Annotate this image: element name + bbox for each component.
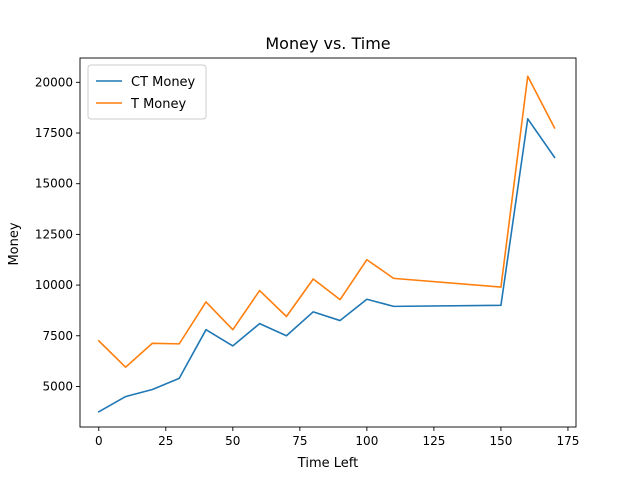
legend-label-t-money: T Money [130, 97, 186, 112]
x-tick-label: 150 [489, 434, 512, 448]
legend: CT Money T Money [87, 64, 207, 120]
y-tick-label: 17500 [35, 126, 73, 140]
y-tick-label: 10000 [35, 278, 73, 292]
legend-label-ct-money: CT Money [131, 75, 196, 90]
x-tick-label: 100 [355, 434, 378, 448]
x-tick-label: 75 [292, 434, 307, 448]
legend-box [87, 64, 207, 120]
y-tick-label: 15000 [35, 177, 73, 191]
y-tick-label: 7500 [42, 329, 73, 343]
y-axis-label: Money [7, 222, 22, 265]
y-tick-label: 12500 [35, 227, 73, 241]
x-tick-label: 125 [422, 434, 445, 448]
plot-area: 0 25 50 75 100 125 150 175 5000 7500 10000 12500 150… [35, 57, 580, 448]
axes-frame [79, 57, 577, 428]
x-tick-label: 25 [158, 434, 173, 448]
series-line-t-money [97, 75, 556, 368]
chart-title: Money vs. Time [265, 34, 390, 53]
series-line-ct-money [97, 118, 556, 413]
x-tick-label: 0 [95, 434, 103, 448]
y-tick-label: 5000 [42, 379, 73, 393]
x-tick-label: 175 [557, 434, 580, 448]
y-tick-label: 20000 [35, 75, 73, 89]
x-axis-label: Time Left [297, 456, 358, 471]
x-tick-label: 50 [225, 434, 240, 448]
